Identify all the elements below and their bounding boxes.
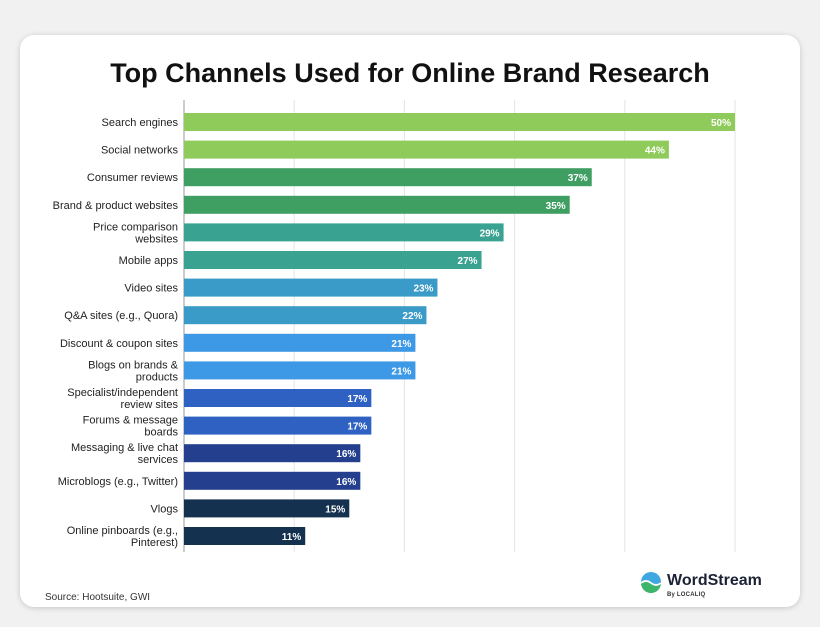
category-label: Specialist/independent review sites: [67, 387, 178, 411]
category-label: Online pinboards (e.g., Pinterest): [67, 525, 178, 549]
category-label-line: Forums & message: [83, 415, 178, 427]
data-label: 21%: [391, 339, 411, 350]
bar: [184, 113, 735, 131]
source-note: Source: Hootsuite, GWI: [45, 592, 151, 603]
chart-title: Top Channels Used for Online Brand Resea…: [110, 58, 710, 88]
bar: [184, 195, 570, 214]
bar: [184, 278, 438, 297]
category-label: Forums & message boards: [83, 415, 179, 439]
data-label: 37%: [568, 173, 588, 184]
category-label: Social networks: [101, 145, 179, 157]
category-label-line: websites: [134, 233, 178, 245]
category-label-line: Online pinboards (e.g.,: [67, 525, 178, 537]
bar: [184, 168, 592, 187]
category-label-line: Discount & coupon sites: [60, 338, 179, 350]
data-label: 27%: [458, 256, 478, 267]
wordstream-logo-icon: [640, 572, 662, 593]
category-label: Search engines: [102, 117, 179, 129]
bar: [184, 416, 372, 435]
category-label-line: Blogs on brands &: [88, 359, 179, 371]
category-label-line: Messaging & live chat: [71, 442, 178, 454]
data-label: 11%: [282, 532, 302, 543]
category-label-line: Vlogs: [150, 503, 178, 515]
brand-logo: WordStream By LOCALIQ: [640, 570, 790, 600]
category-label: Q&A sites (e.g., Quora): [64, 310, 178, 322]
category-label-line: Search engines: [102, 117, 179, 129]
category-label: Brand & product websites: [53, 200, 179, 212]
category-label: Microblogs (e.g., Twitter): [58, 476, 178, 488]
data-label: 29%: [480, 228, 500, 239]
category-label: Blogs on brands & products: [88, 359, 179, 383]
category-label-line: Pinterest): [131, 537, 178, 549]
bar: [184, 389, 372, 407]
data-label: 50%: [711, 118, 731, 129]
category-label-line: Price comparison: [93, 221, 178, 233]
category-label-line: review sites: [121, 399, 179, 411]
bar: [184, 251, 482, 269]
data-label: 17%: [347, 422, 367, 433]
category-label: Consumer reviews: [87, 172, 179, 184]
category-label-line: Microblogs (e.g., Twitter): [58, 476, 178, 488]
brand-sub: By LOCALIQ: [667, 592, 706, 598]
category-label-line: Specialist/independent: [67, 387, 178, 399]
category-label-line: Mobile apps: [119, 255, 179, 267]
category-label-line: services: [138, 454, 179, 466]
data-label: 17%: [347, 394, 367, 405]
category-label: Price comparison websites: [93, 221, 178, 245]
data-label: 44%: [645, 146, 665, 157]
category-label-line: boards: [144, 427, 178, 439]
bars: 50% 44% 37% 35% 29% 27% 23% 22% 21% 21% 17% 17% 16% 1…: [184, 113, 735, 545]
data-label: 21%: [391, 366, 411, 377]
bar: [184, 471, 361, 490]
bar: [184, 333, 416, 352]
data-label: 23%: [413, 284, 433, 295]
bar: [184, 223, 504, 242]
category-label: Discount & coupon sites: [60, 338, 179, 350]
data-label: 16%: [336, 477, 356, 488]
data-label: 22%: [402, 311, 422, 322]
category-label-line: Video sites: [124, 283, 178, 295]
category-label-line: Social networks: [101, 145, 179, 157]
category-label: Messaging & live chat services: [71, 442, 178, 466]
bar: [184, 499, 350, 518]
bar: [184, 140, 669, 159]
category-label-line: Q&A sites (e.g., Quora): [64, 310, 178, 322]
category-labels: Search engines Social networks Consumer re…: [53, 117, 179, 549]
bar: [184, 444, 361, 463]
data-label: 16%: [336, 449, 356, 460]
category-label-line: products: [136, 371, 179, 383]
data-label: 35%: [546, 201, 566, 212]
bar: [184, 527, 306, 545]
data-label: 15%: [325, 504, 345, 515]
brand-name: WordStream: [667, 572, 762, 589]
category-label: Vlogs: [150, 503, 178, 515]
category-label: Mobile apps: [119, 255, 179, 267]
category-label: Video sites: [124, 283, 178, 295]
category-label-line: Consumer reviews: [87, 172, 179, 184]
bar: [184, 361, 416, 380]
bar: [184, 306, 427, 325]
category-label-line: Brand & product websites: [53, 200, 179, 212]
